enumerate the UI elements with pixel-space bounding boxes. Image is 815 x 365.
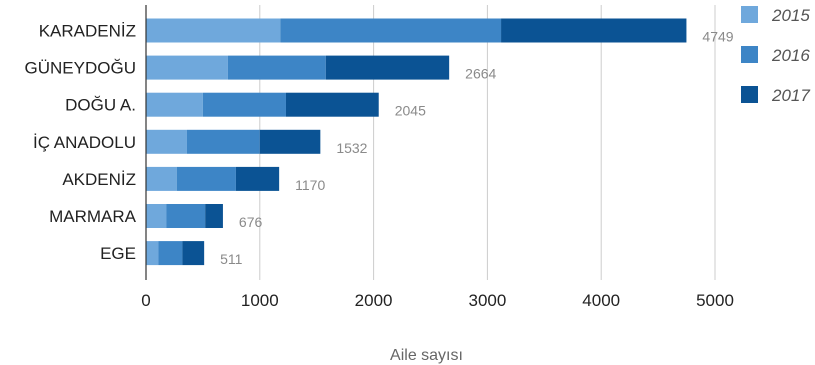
bar-segment-2017	[205, 204, 223, 228]
bar-segment-2017	[182, 241, 205, 266]
x-tick-label: 1000	[241, 291, 279, 310]
total-labels: 4749 2664 2045 1532 1170 676 511	[220, 29, 734, 268]
bars	[146, 18, 687, 266]
legend-swatch-2015	[741, 6, 758, 23]
category-label: KARADENİZ	[39, 22, 136, 41]
bar-segment-2015	[146, 92, 203, 117]
bar-segment-2017	[285, 92, 379, 117]
bar-segment-2015	[146, 129, 187, 154]
category-label: MARMARA	[49, 207, 137, 226]
bar-segment-2017	[325, 55, 450, 80]
bar-segment-2015	[146, 204, 167, 228]
x-axis-title: Aile sayısı	[390, 347, 463, 364]
x-tick-label: 0	[141, 291, 150, 310]
bar-segment-2015	[146, 18, 281, 43]
total-data-label: 2664	[465, 66, 496, 82]
category-labels: KARADENİZ GÜNEYDOĞU DOĞU A. İÇ ANADOLU AKDEN…	[25, 22, 137, 264]
category-label: İÇ ANADOLU	[33, 133, 136, 152]
bar-segment-2016	[176, 166, 236, 191]
x-tick-label: 3000	[468, 291, 506, 310]
x-tick-label: 5000	[696, 291, 734, 310]
bar-segment-2017	[259, 129, 321, 154]
bar-segment-2016	[166, 204, 206, 228]
bar-segment-2017	[501, 18, 687, 43]
gridlines	[259, 5, 716, 280]
total-data-label: 1532	[336, 140, 367, 156]
category-label: DOĞU A.	[65, 96, 136, 115]
bar-segment-2016	[202, 92, 286, 117]
total-data-label: 2045	[395, 103, 426, 119]
legend-label: 2016	[771, 46, 810, 65]
category-label: EGE	[100, 244, 136, 263]
total-data-label: 511	[220, 251, 243, 267]
total-data-label: 1170	[295, 177, 325, 193]
category-label: GÜNEYDOĞU	[25, 59, 136, 78]
legend-swatch-2017	[741, 86, 758, 103]
bar-segment-2015	[146, 241, 159, 266]
legend-label: 2015	[771, 6, 810, 25]
bar-segment-2015	[146, 55, 228, 80]
bar-segment-2017	[235, 166, 280, 191]
legend-swatch-2016	[741, 46, 758, 63]
x-tick-label: 2000	[355, 291, 393, 310]
legend: 2015 2016 2017	[741, 6, 810, 105]
x-axis-ticks: 0 1000 2000 3000 4000 5000	[141, 291, 734, 310]
bar-segment-2016	[227, 55, 326, 80]
bar-segment-2016	[186, 129, 260, 154]
x-tick-label: 4000	[582, 291, 620, 310]
bar-segment-2015	[146, 166, 177, 191]
bar-segment-2016	[280, 18, 502, 43]
legend-label: 2017	[771, 86, 810, 105]
total-data-label: 4749	[702, 29, 733, 45]
bar-segment-2016	[158, 241, 183, 266]
total-data-label: 676	[239, 214, 263, 230]
category-label: AKDENİZ	[62, 170, 136, 189]
